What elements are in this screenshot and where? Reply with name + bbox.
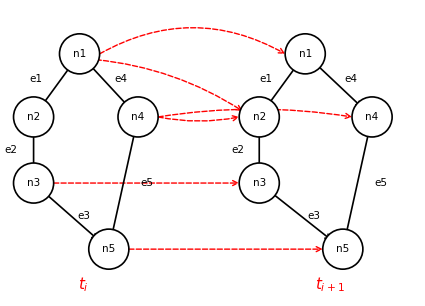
- Text: e4: e4: [115, 74, 128, 84]
- Text: e2: e2: [4, 145, 17, 155]
- Ellipse shape: [89, 229, 129, 269]
- Text: n4: n4: [131, 112, 144, 122]
- Text: n1: n1: [299, 49, 312, 59]
- Text: n2: n2: [27, 112, 40, 122]
- Ellipse shape: [14, 163, 54, 203]
- Text: e1: e1: [29, 74, 42, 84]
- Ellipse shape: [118, 97, 158, 137]
- FancyArrowPatch shape: [257, 127, 262, 171]
- Text: e3: e3: [77, 211, 90, 221]
- FancyArrowPatch shape: [44, 192, 97, 239]
- Ellipse shape: [285, 34, 325, 74]
- Text: $t_{i+1}$: $t_{i+1}$: [315, 275, 345, 294]
- Ellipse shape: [60, 34, 99, 74]
- Text: n4: n4: [366, 112, 379, 122]
- FancyArrowPatch shape: [99, 28, 284, 54]
- Text: n2: n2: [252, 112, 266, 122]
- FancyArrowPatch shape: [129, 247, 321, 252]
- Ellipse shape: [352, 97, 392, 137]
- FancyArrowPatch shape: [158, 116, 238, 121]
- Ellipse shape: [239, 163, 279, 203]
- Text: n3: n3: [27, 178, 40, 188]
- FancyArrowPatch shape: [158, 109, 351, 118]
- FancyArrowPatch shape: [315, 63, 361, 106]
- Text: e2: e2: [232, 145, 245, 155]
- FancyArrowPatch shape: [31, 127, 36, 171]
- Text: e1: e1: [259, 74, 272, 84]
- Text: e4: e4: [345, 74, 358, 84]
- Text: e3: e3: [307, 211, 320, 221]
- Text: n5: n5: [102, 244, 116, 254]
- Text: e5: e5: [374, 178, 387, 188]
- FancyArrowPatch shape: [270, 192, 330, 239]
- FancyArrowPatch shape: [110, 127, 136, 237]
- Ellipse shape: [14, 97, 54, 137]
- FancyArrowPatch shape: [344, 127, 370, 237]
- Text: $t_i$: $t_i$: [78, 275, 89, 294]
- FancyArrowPatch shape: [42, 64, 73, 106]
- Ellipse shape: [323, 229, 363, 269]
- FancyArrowPatch shape: [88, 63, 128, 106]
- Text: e5: e5: [140, 178, 153, 188]
- FancyArrowPatch shape: [267, 64, 298, 106]
- FancyArrowPatch shape: [96, 60, 241, 110]
- Ellipse shape: [239, 97, 279, 137]
- FancyArrowPatch shape: [54, 181, 238, 185]
- Text: n3: n3: [252, 178, 266, 188]
- Text: n5: n5: [336, 244, 349, 254]
- Text: n1: n1: [73, 49, 86, 59]
